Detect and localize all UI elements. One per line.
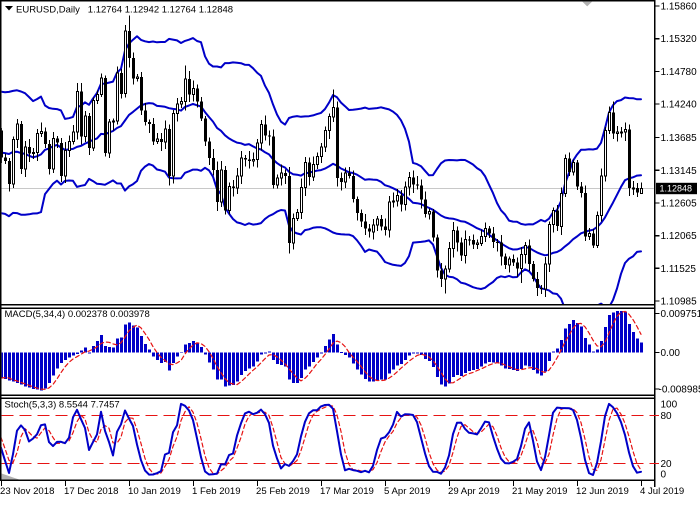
- svg-text:1.10985: 1.10985: [661, 297, 698, 308]
- svg-text:21 May 2019: 21 May 2019: [512, 486, 567, 497]
- svg-text:1 Feb 2019: 1 Feb 2019: [192, 486, 241, 497]
- svg-text:MACD(5,34,4) 0.002378 0.003978: MACD(5,34,4) 0.002378 0.003978: [5, 309, 150, 320]
- svg-text:1.15860: 1.15860: [661, 2, 698, 13]
- svg-text:23 Nov 2018: 23 Nov 2018: [0, 486, 54, 497]
- svg-text:80: 80: [661, 411, 673, 422]
- svg-text:1.13145: 1.13145: [661, 166, 698, 177]
- svg-text:-0.008985: -0.008985: [659, 385, 700, 396]
- svg-text:EURUSD,Daily 1.12764 1.12942: EURUSD,Daily 1.12764 1.12942 1.12764 1.1…: [16, 5, 233, 16]
- svg-text:1.14780: 1.14780: [661, 67, 698, 78]
- svg-text:100: 100: [661, 400, 678, 411]
- svg-text:Stoch(5,3,3) 8.5544 7.7457: Stoch(5,3,3) 8.5544 7.7457: [5, 400, 120, 411]
- svg-text:1.14240: 1.14240: [661, 100, 698, 111]
- svg-text:0.009751: 0.009751: [661, 309, 700, 320]
- svg-text:10 Jan 2019: 10 Jan 2019: [128, 486, 181, 497]
- svg-text:1.11525: 1.11525: [661, 264, 697, 275]
- svg-text:1.15320: 1.15320: [661, 34, 698, 45]
- svg-text:12 Jun 2019: 12 Jun 2019: [576, 486, 629, 497]
- svg-text:0: 0: [661, 470, 667, 481]
- svg-text:25 Feb 2019: 25 Feb 2019: [256, 486, 310, 497]
- svg-text:29 Apr 2019: 29 Apr 2019: [448, 486, 500, 497]
- svg-text:17 Mar 2019: 17 Mar 2019: [320, 486, 374, 497]
- svg-text:1.12605: 1.12605: [661, 199, 698, 210]
- svg-text:17 Dec 2018: 17 Dec 2018: [64, 486, 118, 497]
- svg-text:20: 20: [661, 459, 673, 470]
- svg-text:4 Jul 2019: 4 Jul 2019: [640, 486, 684, 497]
- svg-text:5 Apr 2019: 5 Apr 2019: [384, 486, 430, 497]
- svg-text:1.12848: 1.12848: [660, 184, 693, 194]
- svg-text:1.13685: 1.13685: [661, 133, 698, 144]
- svg-text:1.12065: 1.12065: [661, 231, 698, 242]
- svg-text:0.00: 0.00: [661, 348, 681, 359]
